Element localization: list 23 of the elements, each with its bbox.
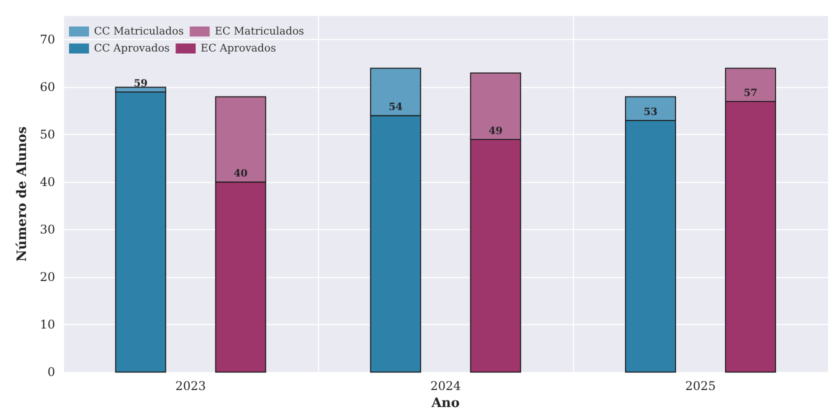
- y-axis-title: Número de Alunos: [15, 126, 30, 262]
- x-tick-label: 2025: [685, 379, 716, 394]
- data-label: 54: [388, 102, 403, 114]
- data-label: 53: [644, 106, 658, 118]
- y-tick-label: 70: [40, 32, 56, 47]
- x-tick-label: 2024: [430, 379, 462, 394]
- y-tick-label: 50: [40, 128, 56, 142]
- y-tick-label: 10: [40, 318, 56, 332]
- x-axis-title: Ano: [430, 396, 460, 411]
- x-tick-label: 2023: [175, 379, 206, 394]
- data-label: 49: [488, 126, 503, 137]
- y-tick-label: 40: [40, 175, 56, 190]
- legend-label: EC Matriculados: [214, 26, 304, 38]
- y-tick-label: 30: [40, 222, 56, 237]
- legend-label: EC Aprovados: [200, 42, 276, 54]
- legend-label: CC Matriculados: [94, 26, 184, 38]
- data-label: 59: [134, 78, 148, 90]
- data-label: 40: [234, 168, 248, 180]
- legend-label: CC Aprovados: [94, 42, 170, 54]
- data-label: 57: [744, 88, 758, 99]
- y-tick-label: 60: [40, 80, 56, 94]
- y-tick-label: 20: [40, 270, 56, 284]
- y-tick-label: 0: [48, 365, 56, 380]
